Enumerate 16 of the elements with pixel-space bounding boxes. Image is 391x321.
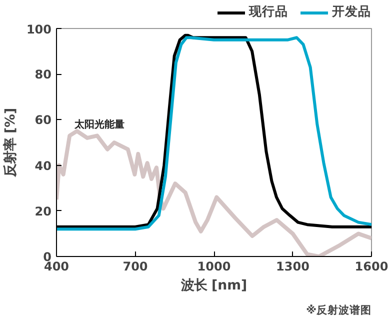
y-tick-label: 20 — [34, 204, 52, 218]
x-axis-title: 波长 [nm] — [180, 278, 248, 294]
x-tick-label: 700 — [122, 260, 148, 274]
legend-label: 开发品 — [332, 4, 371, 20]
legend-label: 现行品 — [249, 4, 288, 20]
y-tick-label: 80 — [34, 68, 52, 82]
x-tick-label: 400 — [44, 260, 70, 274]
x-tick-label: 1600 — [354, 260, 388, 274]
x-tick-label: 1300 — [276, 260, 310, 274]
y-axis-title: 反射率 [%] — [2, 108, 18, 178]
annotation: 太阳光能量 — [74, 118, 124, 131]
y-tick-label: 40 — [34, 158, 52, 173]
text: ※反射波谱图 — [306, 304, 372, 316]
x-tick-label: 1000 — [197, 260, 231, 274]
y-tick-label: 60 — [34, 113, 52, 128]
y-tick-label: 100 — [26, 22, 52, 36]
